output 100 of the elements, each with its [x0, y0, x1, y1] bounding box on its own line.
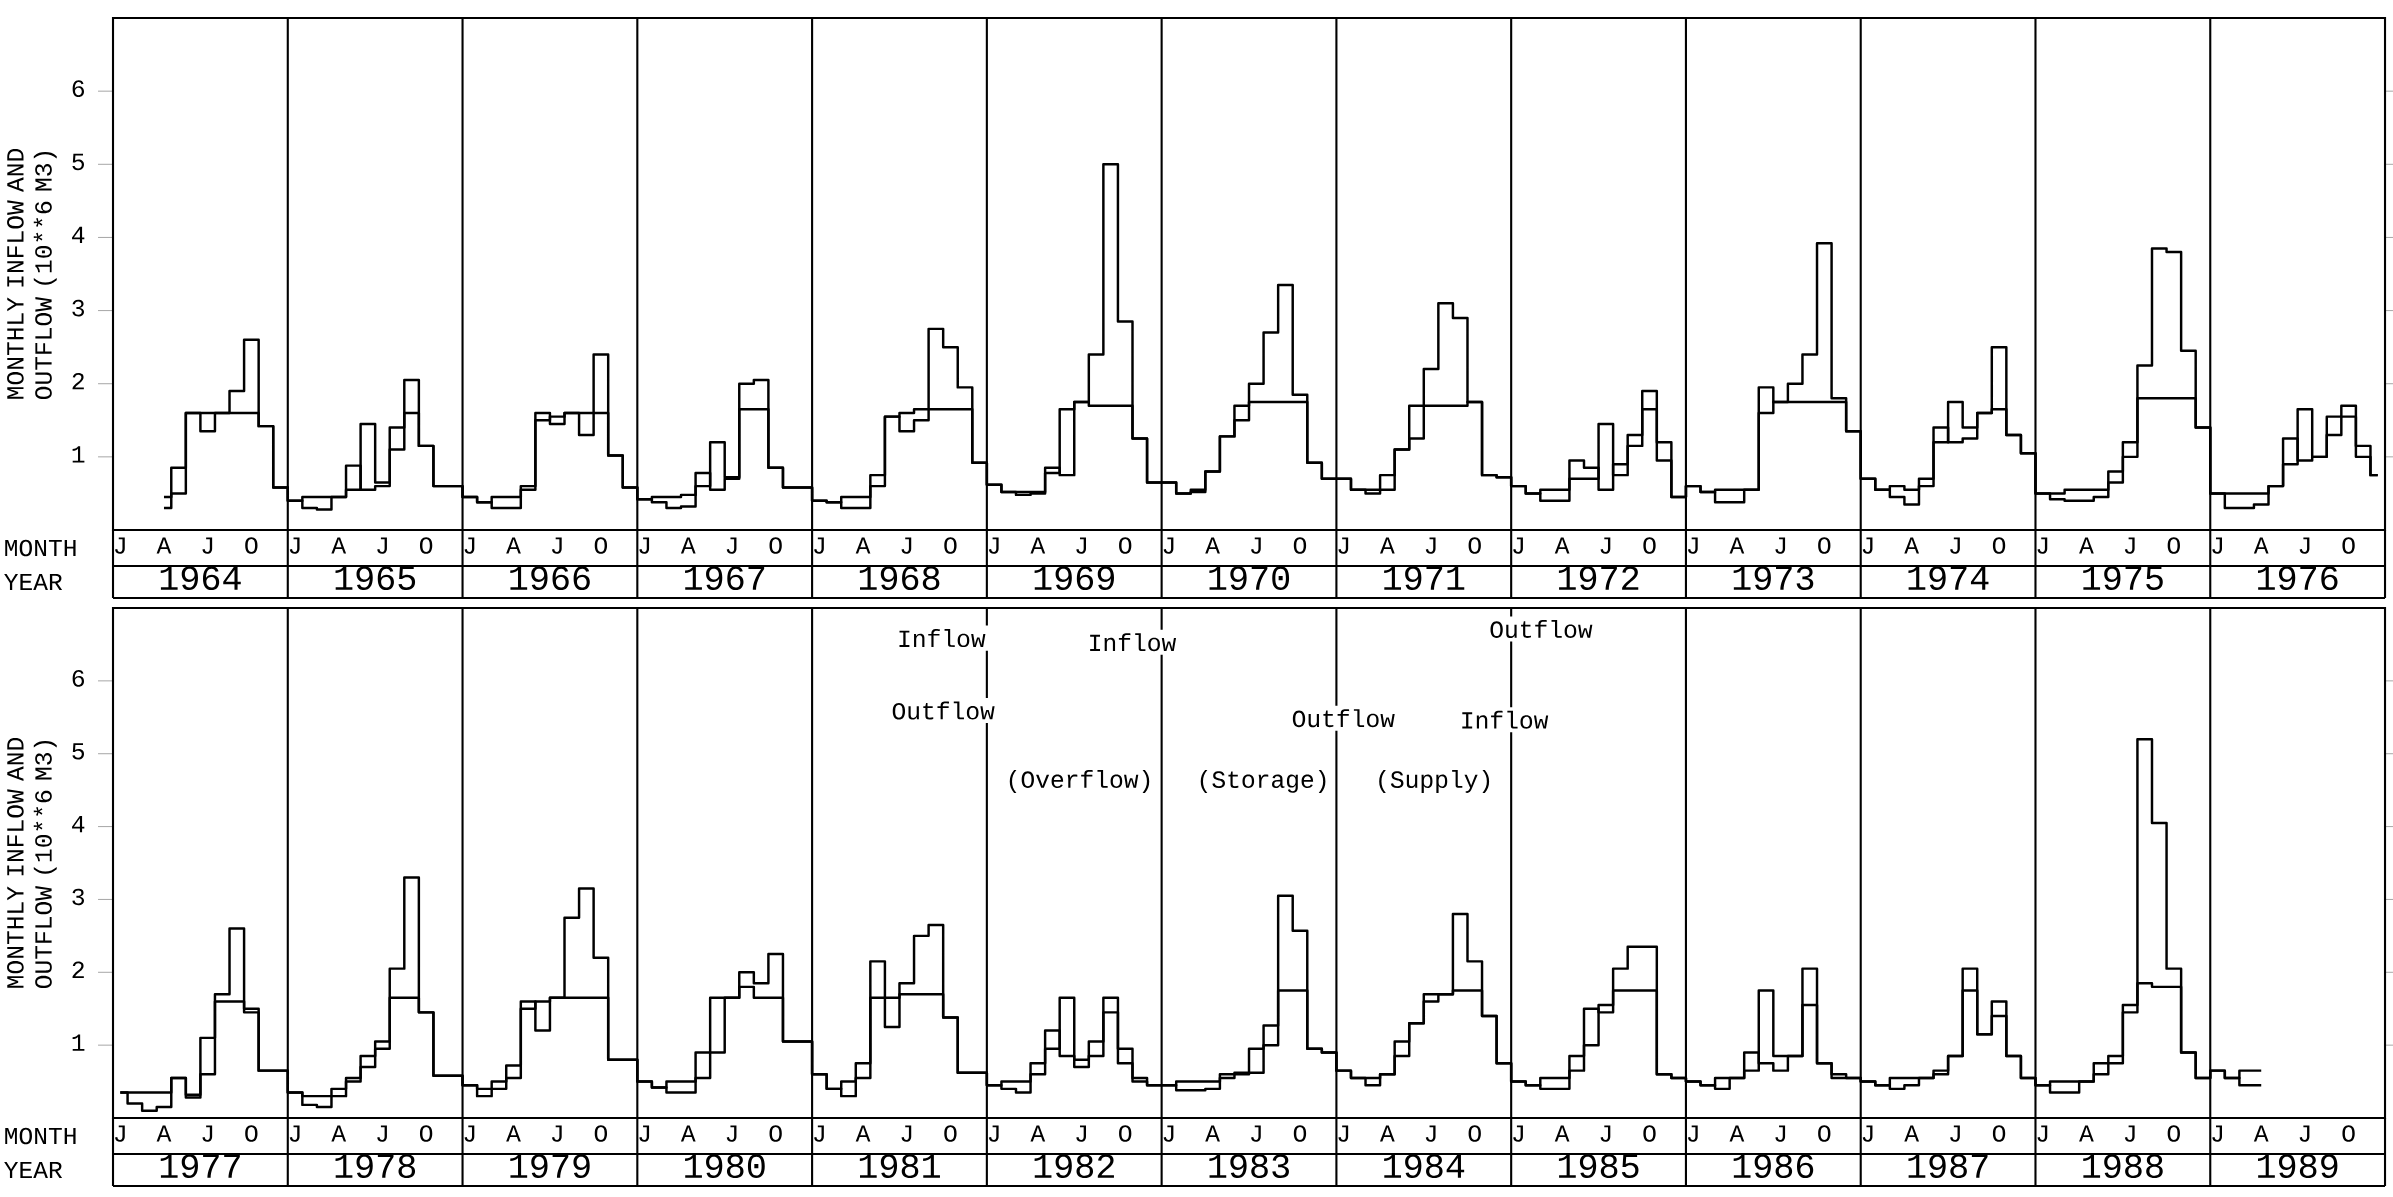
y-tick-label: 1 — [72, 1034, 85, 1051]
x-tick-label: O — [419, 1125, 433, 1142]
x-tick-label: O — [419, 537, 433, 554]
annotation: Outflow — [1292, 709, 1395, 728]
x2-tick-label: 1982 — [1034, 1154, 1114, 1179]
x-tick-label: J — [1600, 537, 1611, 554]
x-tick-label: J — [988, 537, 999, 554]
x-tick-label: J — [551, 537, 562, 554]
x-tick-label: O — [594, 537, 608, 554]
x-tick-label: O — [944, 537, 957, 554]
x-tick-label: A — [1205, 537, 1220, 554]
x-tick-label: J — [1251, 1125, 1261, 1142]
x-tick-label: J — [1076, 537, 1086, 554]
x2-tick-label: 1973 — [1733, 566, 1814, 591]
x-tick-label: J — [377, 537, 387, 554]
x-tick-label: O — [1818, 537, 1831, 554]
y-tick-label: 3 — [72, 888, 84, 906]
x2-tick-label: 1966 — [510, 566, 590, 591]
x-tick-label: A — [506, 1125, 521, 1142]
x-tick-label: A — [156, 1125, 172, 1142]
x-tick-label: O — [1119, 537, 1132, 554]
x-tick-label: A — [2079, 1125, 2094, 1142]
x-tick-label: A — [1205, 1125, 1220, 1142]
annotation: Outflow — [1490, 619, 1593, 638]
x-tick-label: A — [506, 537, 521, 554]
y-tick-label: 5 — [72, 743, 84, 760]
x-tick-label: J — [551, 1125, 562, 1142]
x-tick-label: O — [944, 1125, 957, 1142]
x-tick-label: O — [1468, 1125, 1481, 1142]
x2-tick-label: 1974 — [1908, 566, 1989, 591]
x-tick-label: A — [1729, 1125, 1745, 1142]
x-tick-label: J — [1687, 537, 1698, 554]
x-tick-label: J — [1862, 1125, 1873, 1142]
x-tick-label: J — [988, 1125, 999, 1142]
x-tick-label: O — [1293, 537, 1307, 554]
x2-tick-label: 1989 — [2257, 1154, 2338, 1179]
x2-tick-label: 1978 — [335, 1154, 416, 1179]
x-tick-label: J — [814, 537, 824, 554]
x-tick-label: J — [1862, 537, 1873, 554]
x-tick-label: A — [156, 537, 172, 554]
x-tick-label: A — [680, 537, 696, 554]
x2-tick-label: 1980 — [685, 1154, 765, 1179]
x-tick-label: O — [1643, 537, 1656, 554]
x-tick-label: J — [1950, 537, 1960, 554]
x-tick-label: A — [2253, 1125, 2269, 1142]
x2-tick-label: 1970 — [1209, 566, 1290, 591]
x-tick-label: J — [1513, 1125, 1523, 1142]
x-tick-label: J — [901, 537, 912, 554]
x2-tick-label: 1965 — [335, 566, 416, 591]
x-tick-label: J — [1687, 1125, 1698, 1142]
x-tick-label: A — [855, 1125, 871, 1142]
x-tick-label: J — [1600, 1125, 1611, 1142]
x2-tick-label: 1979 — [510, 1154, 590, 1179]
x-tick-label: J — [2124, 1125, 2135, 1142]
x2-tick-label: 1967 — [685, 566, 765, 591]
x2-tick-label: 1971 — [1384, 566, 1465, 591]
x-tick-label: J — [115, 537, 125, 554]
x-tick-label: J — [1425, 1125, 1436, 1142]
x-tick-label: J — [1950, 1125, 1960, 1142]
y-axis-title: MONTHLY INFLOW AND OUTFLOW (10**6 M3) — [7, 149, 57, 400]
x-tick-label: O — [1818, 1125, 1831, 1142]
x-tick-label: J — [1775, 1125, 1786, 1142]
y-tick-label: 6 — [72, 670, 84, 687]
x2-tick-label: 1987 — [1908, 1154, 1988, 1179]
x-tick-label: O — [2342, 1125, 2355, 1142]
x-tick-label: A — [1729, 537, 1745, 554]
x-tick-label: O — [1468, 537, 1481, 554]
x-tick-label: A — [1904, 537, 1920, 554]
x-tick-label: O — [2342, 537, 2355, 554]
x-tick-label: J — [2124, 537, 2135, 554]
x-tick-label: J — [289, 537, 300, 554]
x-tick-label: O — [1293, 1125, 1307, 1142]
y-tick-label: 2 — [72, 372, 84, 390]
x-tick-label: J — [2299, 537, 2310, 554]
x-tick-label: J — [2299, 1125, 2310, 1142]
x-tick-label: A — [1030, 1125, 1046, 1142]
x-tick-label: J — [726, 1125, 737, 1142]
x-tick-label: O — [1119, 1125, 1132, 1142]
x-tick-label: O — [1992, 537, 2006, 554]
x2-tick-label: 1976 — [2257, 566, 2338, 591]
x-tick-label: J — [289, 1125, 300, 1142]
x-tick-label: A — [1380, 1125, 1395, 1142]
y-tick-label: 5 — [72, 153, 84, 171]
x-tick-label: J — [1425, 537, 1436, 554]
annotation: Outflow — [892, 701, 995, 720]
x2-tick-label: 1981 — [859, 1154, 940, 1179]
annotation: Inflow — [1462, 710, 1549, 729]
x-tick-label: A — [1904, 1125, 1920, 1142]
x-tick-label: O — [769, 537, 782, 554]
x-tick-label: J — [464, 537, 475, 554]
x-tick-label: J — [1513, 537, 1523, 554]
x2-tick-label: 1985 — [1558, 1154, 1639, 1179]
x-tick-label: J — [1338, 1125, 1349, 1142]
x-tick-label: J — [1163, 1125, 1174, 1142]
annotation: (Supply) — [1379, 769, 1490, 793]
x-tick-label: J — [1338, 537, 1349, 554]
x-tick-label: A — [1380, 537, 1395, 554]
x-tick-label: A — [331, 1125, 347, 1142]
x-axis-title: MONTH — [5, 539, 76, 557]
x-axis-title: MONTH — [5, 1127, 76, 1145]
